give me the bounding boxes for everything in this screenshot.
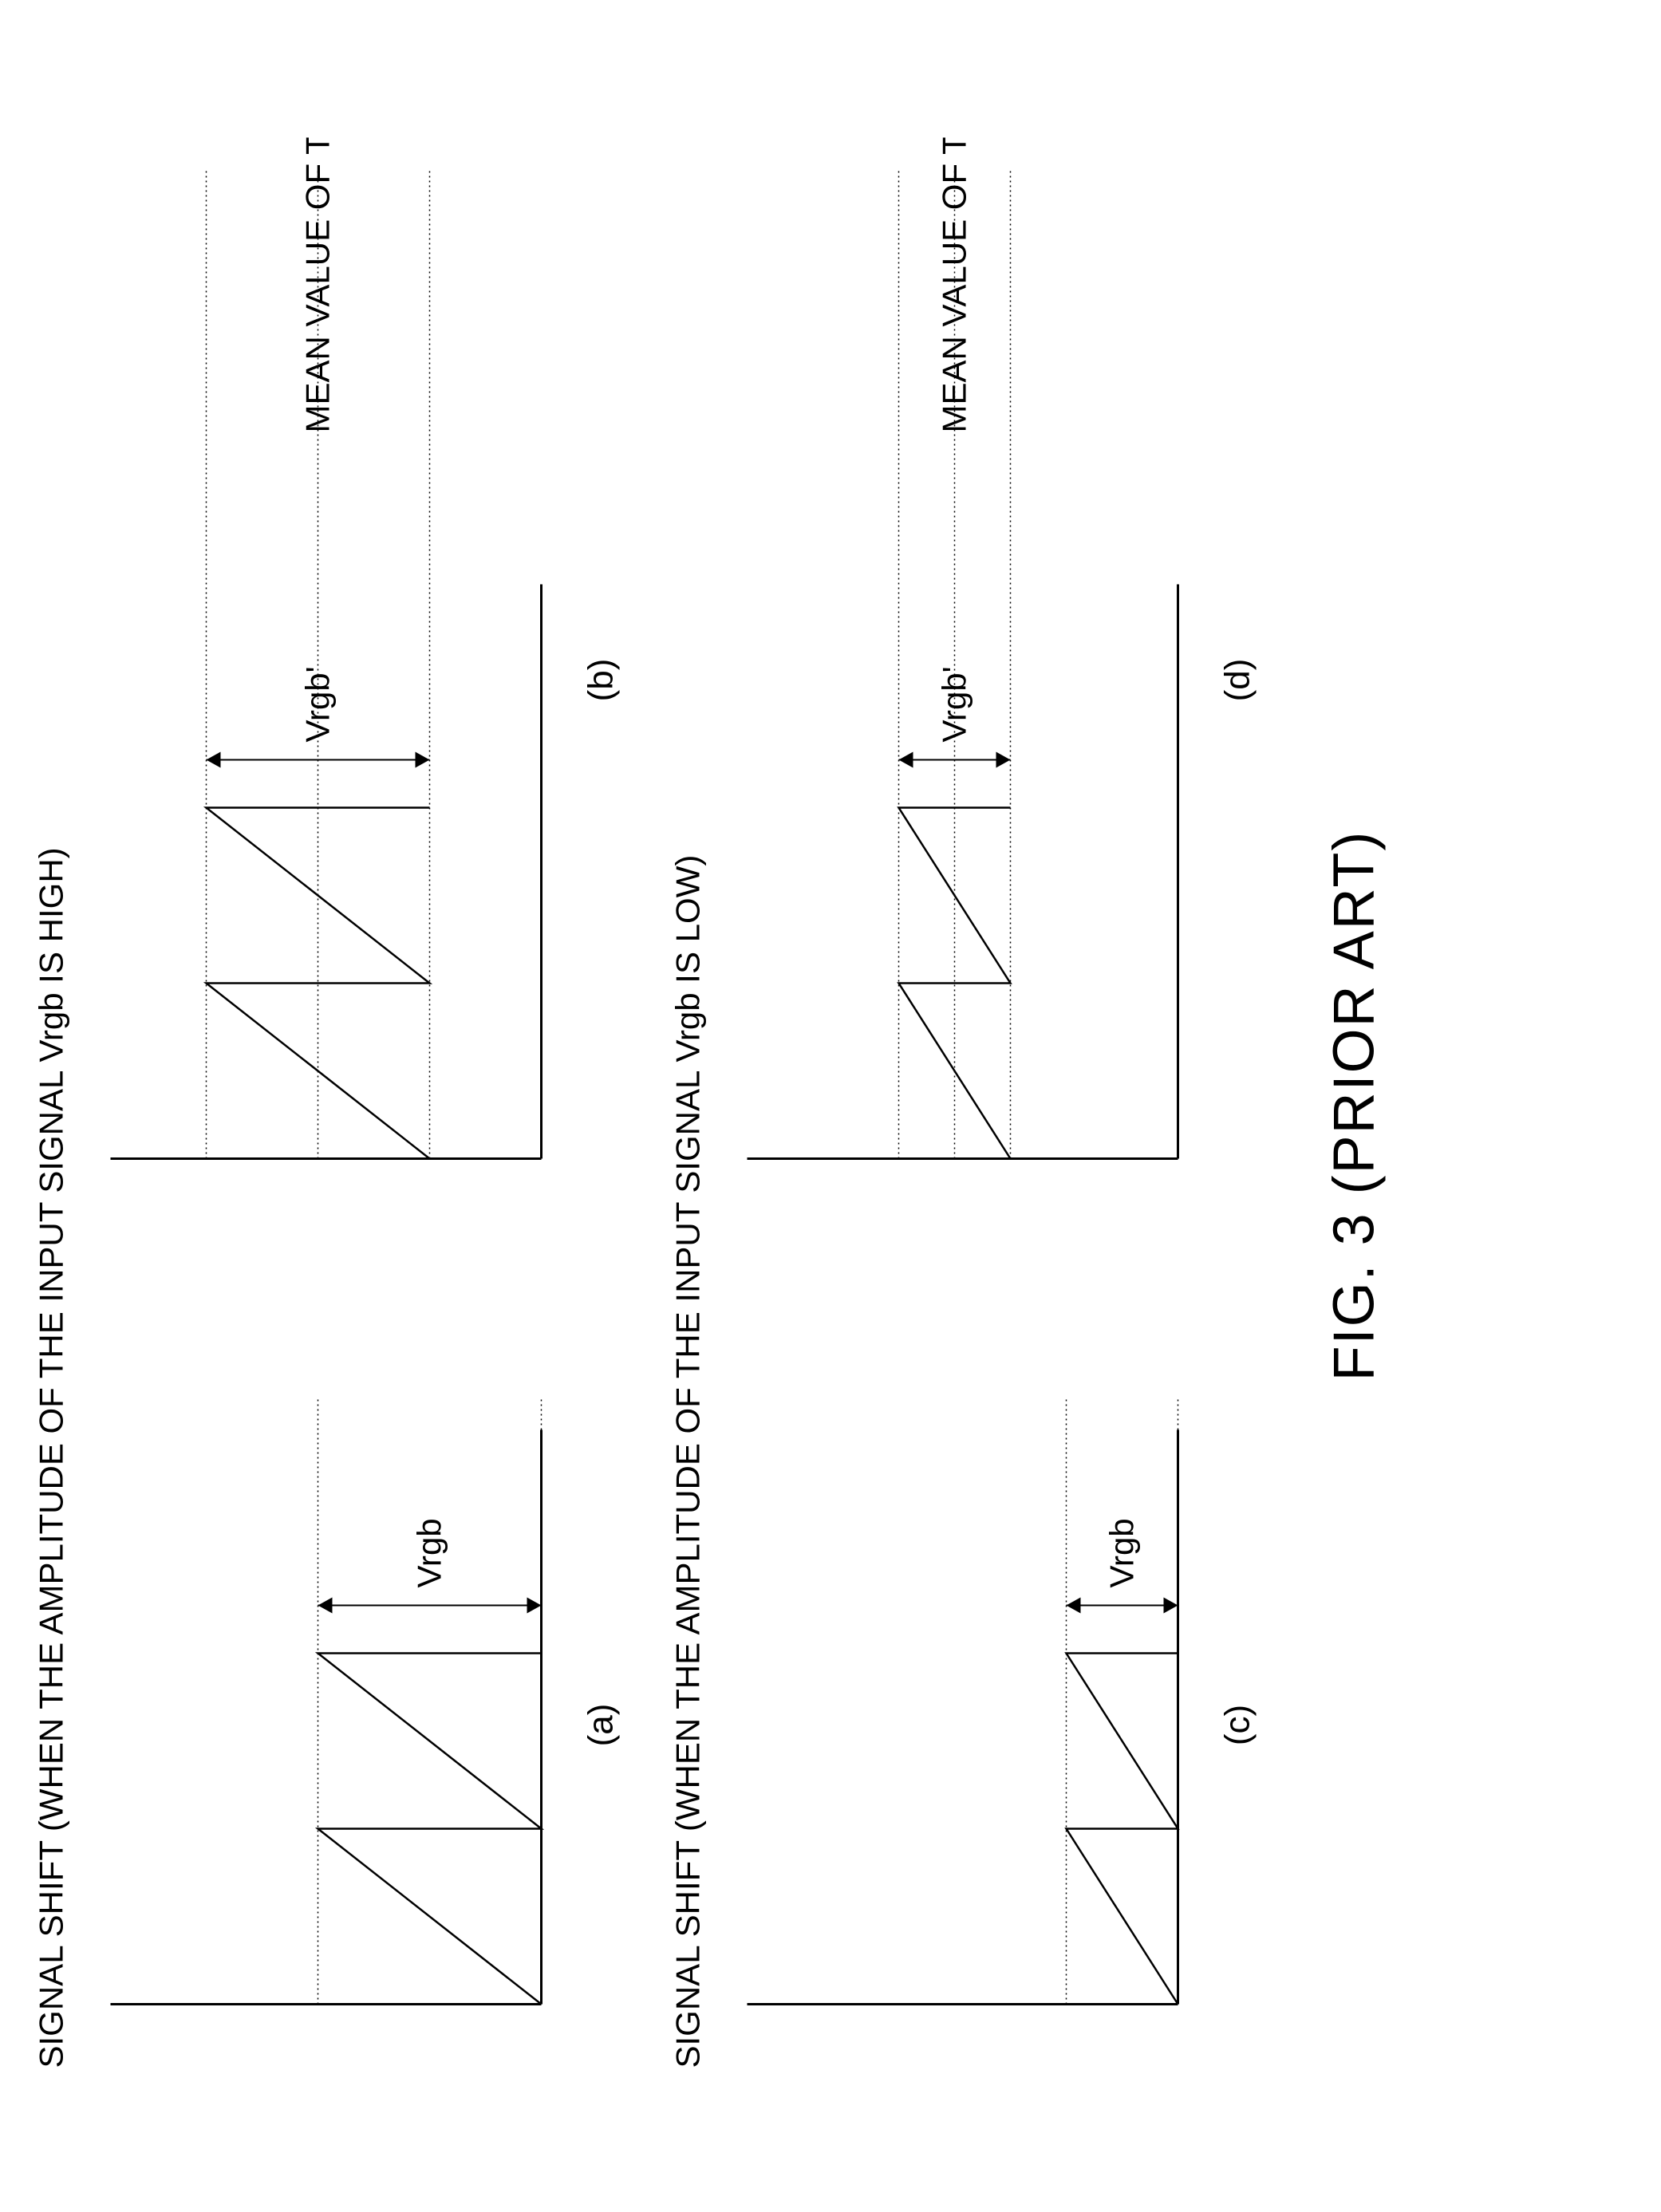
chart-c: Vrgb — [732, 1382, 1210, 2068]
svg-text:MEAN VALUE OF THE SIGNAL: MEAN VALUE OF THE SIGNAL — [299, 138, 337, 433]
sublabel-a: (a) — [582, 1382, 621, 2068]
svg-text:Vrgb: Vrgb — [411, 1518, 448, 1587]
panel-d: Vrgb' MEAN VALUE OF THE SIGNAL (d) — [732, 138, 1258, 1223]
panel-c: Vrgb (c) — [732, 1382, 1258, 2068]
sublabel-b: (b) — [582, 138, 621, 1223]
panel-a: Vrgb (a) — [95, 1382, 621, 2068]
row-low: Vrgb (c) Vrgb' MEAN VALUE OF THE SIGNAL (… — [732, 32, 1258, 2180]
row-high: Vrgb (a) Vrgb' MEAN VALUE OF THE SIGNAL (… — [95, 32, 621, 2180]
section-low-title: SIGNAL SHIFT (WHEN THE AMPLITUDE OF THE … — [669, 32, 708, 2068]
svg-text:Vrgb': Vrgb' — [299, 666, 337, 742]
chart-a: Vrgb — [95, 1382, 574, 2068]
figure-container: SIGNAL SHIFT (WHEN THE AMPLITUDE OF THE … — [33, 32, 1630, 2180]
svg-text:MEAN VALUE OF THE SIGNAL: MEAN VALUE OF THE SIGNAL — [936, 138, 973, 433]
figure-caption: FIG. 3 (PRIOR ART) — [1322, 32, 1387, 2180]
section-low: SIGNAL SHIFT (WHEN THE AMPLITUDE OF THE … — [669, 32, 1258, 2180]
panel-b: Vrgb' MEAN VALUE OF THE SIGNAL (b) — [95, 138, 621, 1223]
svg-text:Vrgb: Vrgb — [1103, 1518, 1141, 1587]
sublabel-c: (c) — [1218, 1382, 1258, 2068]
svg-text:Vrgb': Vrgb' — [936, 666, 973, 742]
section-high-title: SIGNAL SHIFT (WHEN THE AMPLITUDE OF THE … — [33, 32, 71, 2068]
chart-d: Vrgb' MEAN VALUE OF THE SIGNAL — [732, 138, 1210, 1223]
sublabel-d: (d) — [1218, 138, 1258, 1223]
chart-b: Vrgb' MEAN VALUE OF THE SIGNAL — [95, 138, 574, 1223]
section-high: SIGNAL SHIFT (WHEN THE AMPLITUDE OF THE … — [33, 32, 621, 2180]
